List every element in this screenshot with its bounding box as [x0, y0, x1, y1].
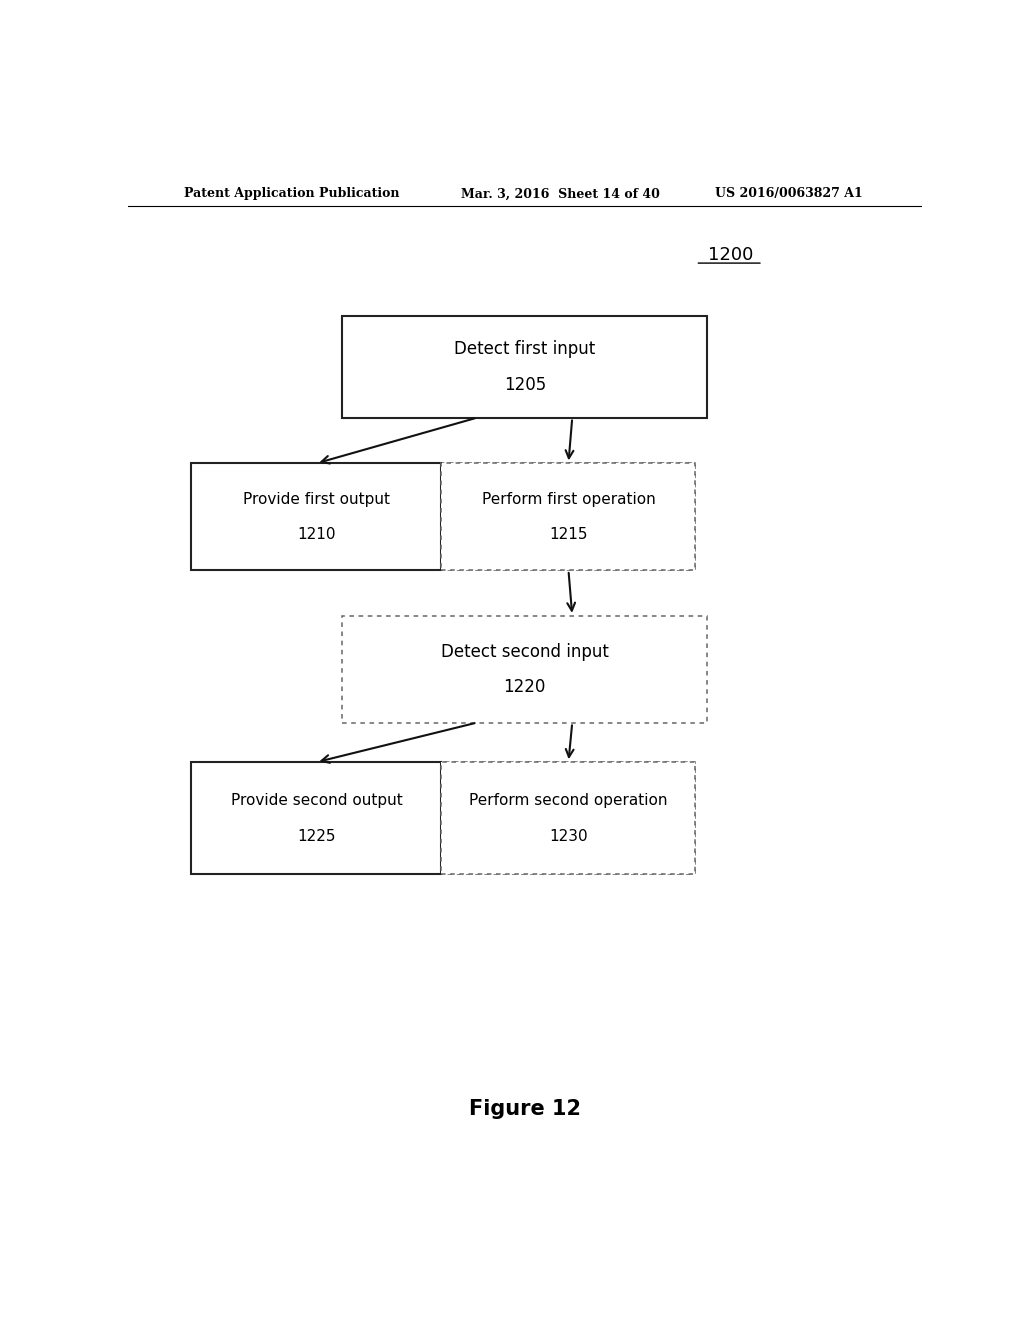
- Text: 1205: 1205: [504, 376, 546, 395]
- Text: Provide first output: Provide first output: [243, 492, 390, 507]
- FancyBboxPatch shape: [342, 315, 708, 417]
- Text: Perform first operation: Perform first operation: [481, 492, 655, 507]
- Text: Detect first input: Detect first input: [455, 341, 595, 359]
- Text: Perform second operation: Perform second operation: [469, 793, 668, 808]
- Text: 1225: 1225: [297, 829, 336, 843]
- Text: Provide second output: Provide second output: [230, 793, 402, 808]
- FancyBboxPatch shape: [191, 762, 441, 874]
- FancyBboxPatch shape: [342, 615, 708, 722]
- Text: Mar. 3, 2016  Sheet 14 of 40: Mar. 3, 2016 Sheet 14 of 40: [461, 187, 660, 201]
- FancyBboxPatch shape: [441, 463, 695, 570]
- FancyBboxPatch shape: [441, 762, 695, 874]
- FancyBboxPatch shape: [191, 762, 695, 874]
- Text: Patent Application Publication: Patent Application Publication: [183, 187, 399, 201]
- Text: 1220: 1220: [504, 678, 546, 697]
- FancyBboxPatch shape: [191, 463, 695, 570]
- Text: 1230: 1230: [549, 829, 588, 843]
- Text: 1210: 1210: [297, 528, 336, 543]
- Text: Detect second input: Detect second input: [441, 643, 608, 661]
- Text: 1200: 1200: [709, 246, 754, 264]
- Text: US 2016/0063827 A1: US 2016/0063827 A1: [715, 187, 863, 201]
- FancyBboxPatch shape: [191, 463, 441, 570]
- Text: 1215: 1215: [549, 528, 588, 543]
- Text: Figure 12: Figure 12: [469, 1098, 581, 1119]
